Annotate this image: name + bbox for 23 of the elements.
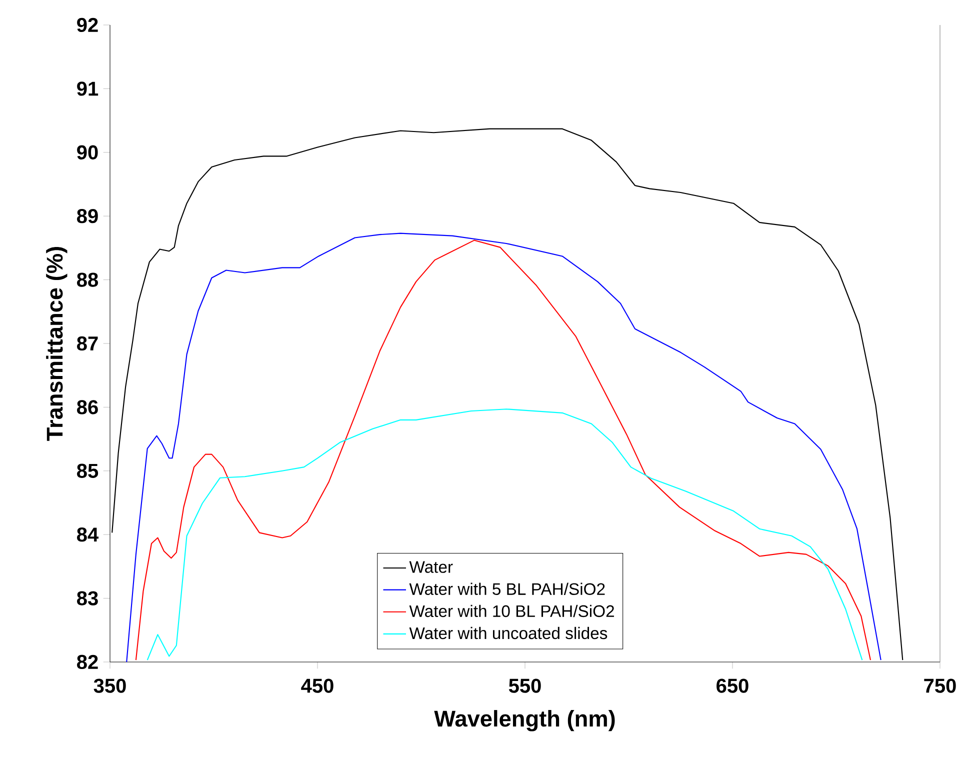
y-tick-label: 84 [77, 528, 99, 542]
x-tick-label: 650 [716, 678, 748, 693]
y-tick-label: 91 [77, 82, 98, 96]
x-tick-label: 350 [94, 678, 126, 693]
legend-label: Water with 5 BL PAH/SiO2 [409, 582, 605, 595]
y-axis-title: Transmittance (%) [46, 247, 68, 441]
legend-label: Water [409, 561, 453, 573]
legend-label: Water with 10 BL PAH/SiO2 [409, 604, 614, 618]
y-tick-label: 89 [77, 209, 98, 224]
x-tick-label: 550 [508, 678, 541, 693]
x-tick-label: 750 [924, 678, 956, 693]
y-tick-label: 87 [77, 336, 98, 351]
y-tick-label: 92 [77, 18, 98, 32]
y-tick-label: 85 [77, 464, 98, 478]
line-series [146, 408, 863, 661]
y-tick-label: 90 [77, 145, 98, 160]
y-tick-label: 83 [77, 591, 98, 606]
y-tick-label: 88 [77, 272, 98, 287]
y-tick-label: 82 [77, 654, 98, 670]
x-axis-title: Wavelength (nm) [434, 710, 615, 732]
y-tick-label: 86 [77, 400, 98, 414]
x-tick-label: 450 [301, 678, 334, 693]
legend-label: Water with uncoated slides [409, 626, 608, 640]
